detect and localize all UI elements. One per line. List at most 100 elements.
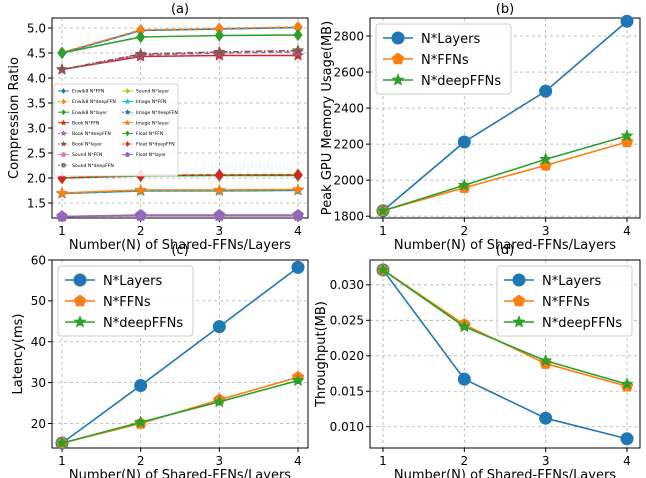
legend-label: Float N*FFN xyxy=(136,131,163,137)
series-line-12 xyxy=(61,188,299,194)
y-tick-label: 2.0 xyxy=(27,171,46,185)
legend-marker xyxy=(61,109,66,115)
data-point-1-3 xyxy=(212,320,226,334)
y-tick-label: 40 xyxy=(31,335,46,349)
data-point-1-4 xyxy=(620,432,634,446)
legend-marker xyxy=(124,151,131,157)
data-point-3-3 xyxy=(213,395,226,408)
chart-panel-4: (d) 0.010 0.015 0.020 0.025 0.030 1 2 3 4 Number(N… xyxy=(314,243,641,478)
legend-box xyxy=(375,23,512,95)
data-point-3-1 xyxy=(55,436,69,449)
y-tick-label: 30 xyxy=(31,376,46,390)
y-axis-label: Latency(ms) xyxy=(11,314,26,395)
series-group xyxy=(376,14,634,218)
legend-label: N*FFNs xyxy=(103,295,151,310)
series-line-14 xyxy=(61,174,298,179)
series-line-2 xyxy=(61,26,299,54)
series-line-2 xyxy=(382,141,628,212)
data-point-3-4 xyxy=(291,374,305,386)
data-point-3-1 xyxy=(376,204,390,217)
legend-marker xyxy=(512,315,526,328)
data-point-3-3 xyxy=(214,29,224,42)
x-axis-label: Number(N) of Shared-FFNs/Layers xyxy=(394,238,616,253)
data-point-1-3 xyxy=(539,411,553,425)
x-tick-label: 3 xyxy=(542,454,550,468)
x-tick-label: 3 xyxy=(542,224,550,238)
data-point-12-1 xyxy=(56,187,68,198)
chart-panel-1: (a) 1.5 2.0 2.5 3.0 3.5 4.0 4.5 5.0 1 2 3 4Number(N)… xyxy=(7,2,309,253)
series-line-3 xyxy=(61,379,299,444)
y-tick-label: 5.0 xyxy=(27,21,46,35)
legend-marker xyxy=(73,315,87,328)
data-point-12-3 xyxy=(213,184,225,195)
legend-marker xyxy=(391,52,405,65)
y-tick-label: 4.5 xyxy=(27,46,46,60)
legend-marker xyxy=(73,273,87,287)
legend-label: Book N*layer xyxy=(72,142,102,148)
y-axis-label: Compression Ratio xyxy=(7,57,22,179)
series-line-6 xyxy=(61,49,299,71)
data-point-3-4 xyxy=(620,129,634,142)
x-tick-label: 1 xyxy=(58,224,66,238)
panel-title: (d) xyxy=(496,243,514,258)
legend-label: Sound N*deepFFN xyxy=(72,163,114,169)
y-tick-label: 2600 xyxy=(333,65,364,79)
axes-frame xyxy=(51,17,309,219)
legend-label: N*Layers xyxy=(103,274,162,289)
legend: N*Layers N*FFNs N*deepFFNs xyxy=(496,265,633,337)
legend-marker xyxy=(61,88,66,94)
data-point-12-4 xyxy=(292,183,304,195)
legend-box xyxy=(57,265,194,337)
x-axis-label: Number(N) of Shared-FFNs/Layers xyxy=(69,238,291,253)
legend-marker xyxy=(61,98,66,105)
data-point-1-2 xyxy=(457,135,471,149)
data-point-3-2 xyxy=(136,31,146,43)
y-axis-label: Peak GPU Memory Usage(MB) xyxy=(320,21,335,215)
data-point-1-4 xyxy=(291,260,305,274)
data-point-1-2 xyxy=(457,372,471,386)
series-line-5 xyxy=(61,51,299,71)
legend-marker xyxy=(125,130,130,137)
legend-label: Enwik8 N*layer xyxy=(72,110,107,116)
x-axis-label: Number(N) of Shared-FFNs/Layers xyxy=(69,468,291,478)
series-line-1 xyxy=(61,266,299,444)
data-point-6-1 xyxy=(56,63,68,75)
legend-marker xyxy=(73,294,87,307)
y-tick-label: 2400 xyxy=(333,101,364,115)
data-point-1-3 xyxy=(539,84,553,98)
legend-label: N*Layers xyxy=(421,32,480,47)
series-line-3 xyxy=(61,34,299,54)
legend: Enwik8 N*FFN Enwik8 N*deepFFN Enwik8 N*lay… xyxy=(53,83,179,177)
x-tick-label: 1 xyxy=(379,224,387,238)
x-tick-label: 4 xyxy=(623,224,631,238)
x-tick-label: 3 xyxy=(216,454,224,468)
legend: N*Layers N*FFNs N*deepFFNs xyxy=(57,265,194,337)
chart-panel-2: (b) 1800 2000 2200 2400 2600 2800 1 2 3 4 Number(N)… xyxy=(320,2,641,253)
series-line-4 xyxy=(61,54,298,71)
data-point-3-4 xyxy=(293,29,303,41)
legend-label: Book N*FFN xyxy=(72,120,99,126)
y-tick-label: 2.5 xyxy=(27,146,46,160)
y-tick-label: 1800 xyxy=(333,209,364,223)
x-tick-label: 1 xyxy=(379,454,387,468)
data-point-14-3 xyxy=(214,169,224,181)
x-tick-label: 2 xyxy=(461,224,469,238)
series-line-1 xyxy=(382,20,628,212)
data-point-1-4 xyxy=(620,14,634,28)
y-tick-label: 0.010 xyxy=(330,420,364,434)
x-tick-label: 3 xyxy=(216,224,224,238)
x-tick-label: 2 xyxy=(461,454,469,468)
data-point-15-1 xyxy=(56,210,68,222)
legend-marker xyxy=(60,141,67,147)
legend-label: Sound N*FFN xyxy=(72,152,102,158)
x-tick-label: 2 xyxy=(137,224,145,238)
series-group xyxy=(55,260,305,450)
y-tick-label: 1.5 xyxy=(27,196,46,210)
legend-marker xyxy=(60,130,67,136)
legend-label: Image N*deepFFN xyxy=(136,110,178,116)
data-point-3-4 xyxy=(620,377,634,390)
legend-label: N*Layers xyxy=(542,274,601,289)
legend-marker xyxy=(512,294,526,307)
